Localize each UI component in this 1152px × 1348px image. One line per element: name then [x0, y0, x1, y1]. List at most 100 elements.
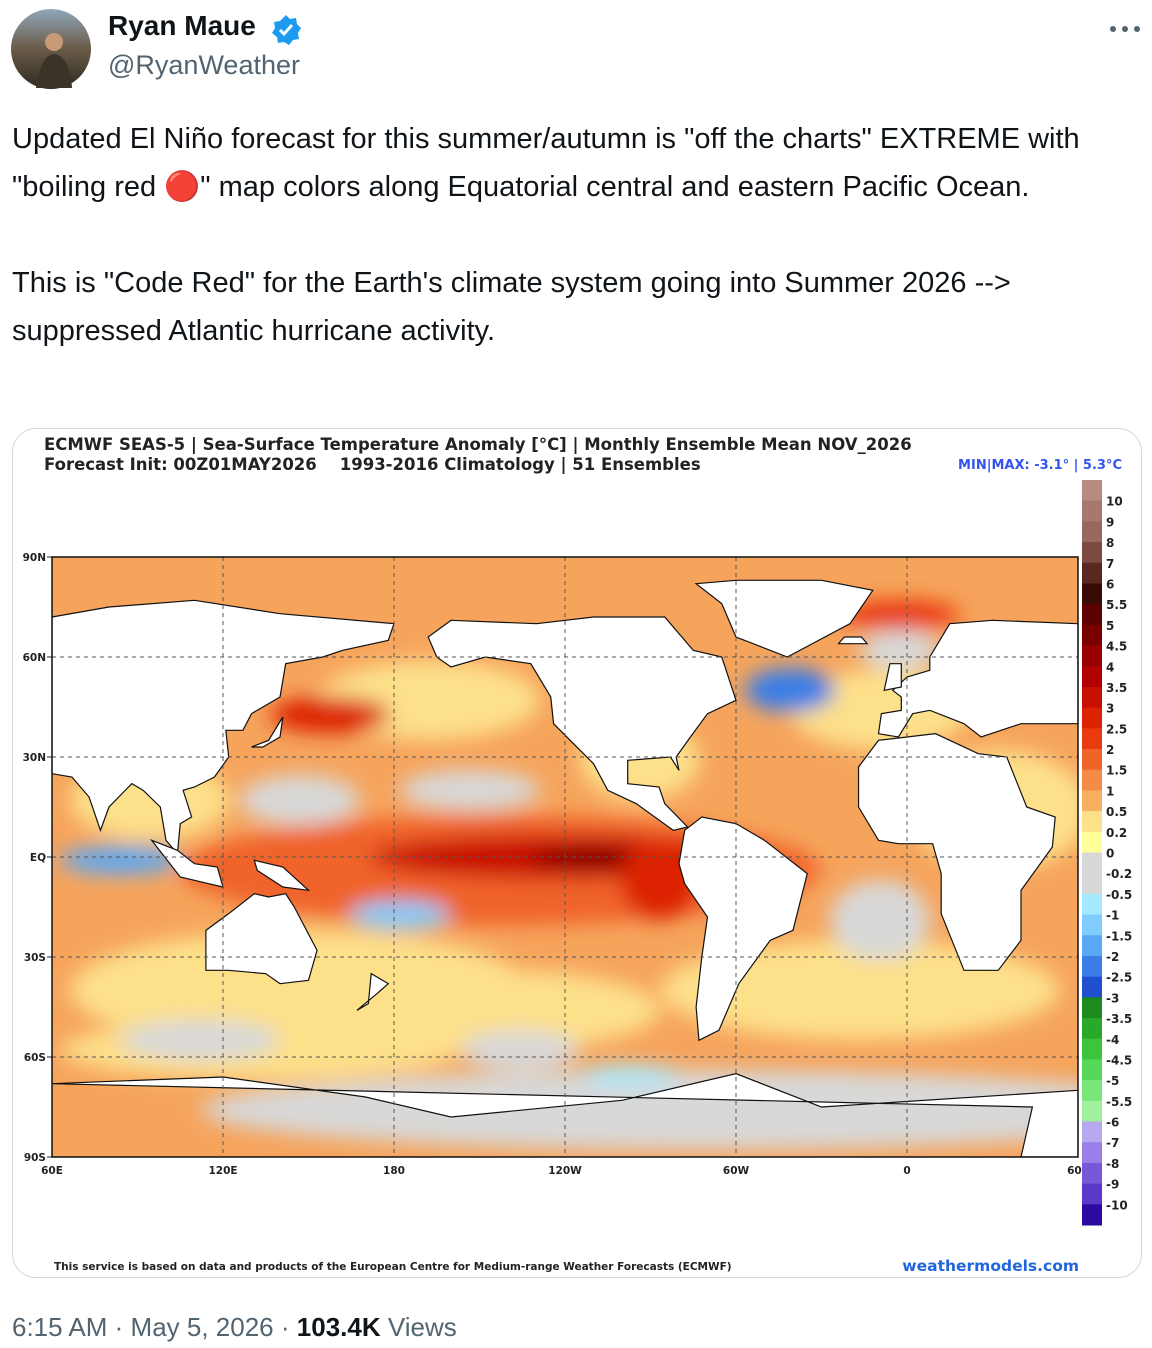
tweet-text: Updated El Niño forecast for this summer…	[12, 115, 1132, 403]
lat-label: 90S	[24, 1152, 46, 1164]
anomaly-area	[340, 970, 660, 1050]
views-count: 103.4K	[296, 1312, 381, 1342]
colorbar-label: -0.5	[1106, 888, 1132, 902]
colorbar-label: -9	[1106, 1178, 1119, 1192]
colorbar-segment	[1082, 1100, 1102, 1123]
land	[877, 619, 1078, 738]
colorbar-segment	[1082, 583, 1102, 605]
colorbar-label: -4.5	[1106, 1053, 1132, 1067]
anomaly-area	[840, 600, 960, 630]
colorbar-segment	[1082, 935, 1102, 957]
colorbar-segment	[1082, 852, 1102, 874]
colorbar-segment	[1082, 1162, 1102, 1185]
lat-label: 30S	[24, 952, 46, 964]
colorbar-label: 3	[1106, 702, 1114, 716]
anomaly-area	[60, 846, 180, 874]
separator: ·	[280, 1312, 290, 1342]
tweet-meta: 6:15 AM · May 5, 2026 · 103.4K Views	[12, 1312, 457, 1343]
colorbar-label: 0	[1106, 847, 1114, 861]
colorbar-segment	[1082, 1204, 1102, 1226]
colorbar-segment	[1082, 893, 1102, 916]
colorbar-segment	[1082, 624, 1102, 647]
colorbar-segment	[1082, 707, 1102, 729]
colorbar-label: 1	[1106, 784, 1114, 798]
anomaly-area	[400, 770, 540, 810]
colorbar-segment	[1082, 562, 1102, 584]
lon-label: 0	[903, 1165, 910, 1177]
colorbar-segment	[1082, 542, 1102, 564]
anomaly-area	[350, 901, 450, 929]
date[interactable]: May 5, 2026	[130, 1312, 274, 1342]
map-border	[51, 556, 1079, 1158]
map-title: ECMWF SEAS-5 | Sea-Surface Temperature A…	[44, 435, 912, 455]
anomaly-area	[240, 775, 360, 825]
colorbar-label: -6	[1106, 1116, 1119, 1130]
anomaly-area	[660, 940, 1060, 1040]
author-handle[interactable]: @RyanWeather	[108, 50, 300, 80]
footer-site: weathermodels.com	[902, 1257, 1079, 1275]
anomaly-area	[830, 880, 930, 960]
anomaly-area	[120, 1020, 280, 1060]
views-label: Views	[387, 1312, 457, 1342]
colorbar-label: 5.5	[1106, 598, 1127, 612]
colorbar-label: -0.2	[1106, 867, 1132, 881]
colorbar-label: -2.5	[1106, 971, 1132, 985]
map-subtitle: Forecast Init: 00Z01MAY2026 1993-2016 Cl…	[44, 455, 701, 475]
anomaly-area	[270, 697, 390, 733]
colorbar-label: -1	[1106, 909, 1119, 923]
colorbar-label: 1.5	[1106, 764, 1127, 778]
land	[356, 972, 390, 1011]
colorbar-segment	[1082, 686, 1102, 709]
colorbar-label: -3	[1106, 991, 1119, 1005]
colorbar-label: -7	[1106, 1136, 1119, 1150]
colorbar-segment	[1082, 666, 1102, 688]
anomaly-area	[580, 1065, 680, 1085]
land	[837, 636, 869, 645]
lon-label: 120W	[548, 1165, 582, 1177]
land	[251, 716, 284, 748]
land	[857, 733, 1056, 971]
forecast-map: ECMWF SEAS-5 | Sea-Surface Temperature A…	[23, 435, 1133, 1275]
colorbar-segment	[1082, 1038, 1102, 1060]
anomaly-area	[460, 1030, 580, 1070]
lat-label: 30N	[23, 752, 46, 764]
colorbar-label: -5.5	[1106, 1095, 1132, 1109]
lat-label: 60S	[24, 1052, 46, 1064]
more-menu[interactable]	[1108, 22, 1142, 36]
author-name[interactable]: Ryan Maue	[108, 10, 256, 41]
media-card[interactable]: ECMWF SEAS-5 | Sea-Surface Temperature A…	[12, 428, 1142, 1278]
avatar[interactable]	[10, 8, 92, 90]
colorbar-segment	[1082, 521, 1102, 543]
land	[52, 1073, 1078, 1157]
land	[149, 838, 224, 888]
anomaly-area	[860, 630, 940, 670]
colorbar-segment	[1082, 1183, 1102, 1205]
colorbar-label: 4	[1106, 660, 1114, 674]
colorbar-label: -5	[1106, 1074, 1119, 1088]
colorbar-segment	[1082, 873, 1102, 895]
colorbar-segment	[1082, 811, 1102, 833]
time[interactable]: 6:15 AM	[12, 1312, 108, 1342]
colorbar-segment	[1082, 769, 1102, 791]
colorbar-label: 6	[1106, 577, 1114, 591]
lat-label: 60N	[23, 652, 46, 664]
colorbar-segment	[1082, 1142, 1102, 1164]
colorbar-label: 2	[1106, 743, 1114, 757]
colorbar-segment	[1082, 1121, 1102, 1143]
tweet-paragraph: This is "Code Red" for the Earth's clima…	[12, 267, 1011, 347]
lon-label: 120E	[208, 1165, 237, 1177]
land	[678, 816, 808, 1042]
anomaly-area	[200, 1070, 1078, 1150]
land	[883, 663, 902, 692]
colorbar-label: 10	[1106, 495, 1123, 509]
min-max: MIN|MAX: -3.1° | 5.3°C	[958, 458, 1122, 473]
land	[205, 892, 318, 985]
colorbar-label: -4	[1106, 1033, 1119, 1047]
colorbar-segment	[1082, 500, 1102, 522]
lat-label: EQ	[30, 852, 46, 864]
colorbar-segment	[1082, 1080, 1102, 1102]
land	[427, 616, 737, 831]
tweet-paragraph: Updated El Niño forecast for this summer…	[12, 123, 1080, 203]
lat-label: 90N	[23, 552, 46, 564]
